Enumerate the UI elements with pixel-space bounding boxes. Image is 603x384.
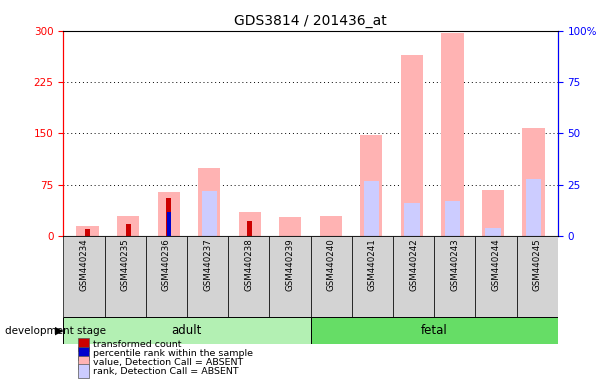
Bar [167, 212, 171, 236]
Bar [166, 199, 171, 236]
Bar [85, 229, 90, 236]
Bar [517, 236, 558, 317]
Bar [485, 228, 500, 236]
Bar [352, 236, 393, 317]
Text: ▶: ▶ [55, 326, 63, 336]
Bar [157, 192, 180, 236]
Bar [434, 236, 475, 317]
Bar [125, 224, 131, 236]
Text: fetal: fetal [421, 324, 447, 337]
Bar [198, 168, 220, 236]
Text: GSM440234: GSM440234 [80, 238, 89, 291]
Text: GSM440241: GSM440241 [368, 238, 377, 291]
Text: GSM440244: GSM440244 [491, 238, 500, 291]
Bar [311, 236, 352, 317]
Text: GSM440239: GSM440239 [285, 238, 294, 291]
Bar [63, 236, 104, 317]
Bar [482, 190, 504, 236]
Text: adult: adult [172, 324, 202, 337]
Bar [187, 236, 228, 317]
Bar [279, 217, 302, 236]
Text: GSM440243: GSM440243 [450, 238, 459, 291]
Bar [311, 317, 558, 344]
Title: GDS3814 / 201436_at: GDS3814 / 201436_at [234, 14, 387, 28]
Text: value, Detection Call = ABSENT: value, Detection Call = ABSENT [93, 358, 244, 367]
Bar [526, 179, 541, 236]
Bar [393, 236, 434, 317]
Bar [441, 33, 464, 236]
Text: development stage: development stage [5, 326, 106, 336]
Bar [404, 203, 420, 236]
Text: GSM440237: GSM440237 [203, 238, 212, 291]
Bar [522, 128, 545, 236]
Bar [475, 236, 517, 317]
Text: rank, Detection Call = ABSENT: rank, Detection Call = ABSENT [93, 367, 239, 376]
Text: GSM440236: GSM440236 [162, 238, 171, 291]
Text: GSM440235: GSM440235 [121, 238, 130, 291]
Bar [364, 181, 379, 236]
Text: GSM440240: GSM440240 [327, 238, 336, 291]
Bar [77, 226, 99, 236]
Bar [228, 236, 270, 317]
Text: percentile rank within the sample: percentile rank within the sample [93, 349, 253, 358]
Text: GSM440242: GSM440242 [409, 238, 418, 291]
Bar [104, 236, 146, 317]
Text: transformed count: transformed count [93, 340, 182, 349]
Text: GSM440238: GSM440238 [244, 238, 253, 291]
Bar [201, 191, 217, 236]
Bar [63, 317, 311, 344]
Bar [360, 135, 382, 236]
Bar [247, 221, 253, 236]
Bar [146, 236, 187, 317]
Bar [117, 216, 139, 236]
Bar [444, 201, 460, 236]
Text: GSM440245: GSM440245 [532, 238, 541, 291]
Bar [239, 212, 261, 236]
Bar [270, 236, 311, 317]
Bar [320, 216, 342, 236]
Bar [401, 55, 423, 236]
